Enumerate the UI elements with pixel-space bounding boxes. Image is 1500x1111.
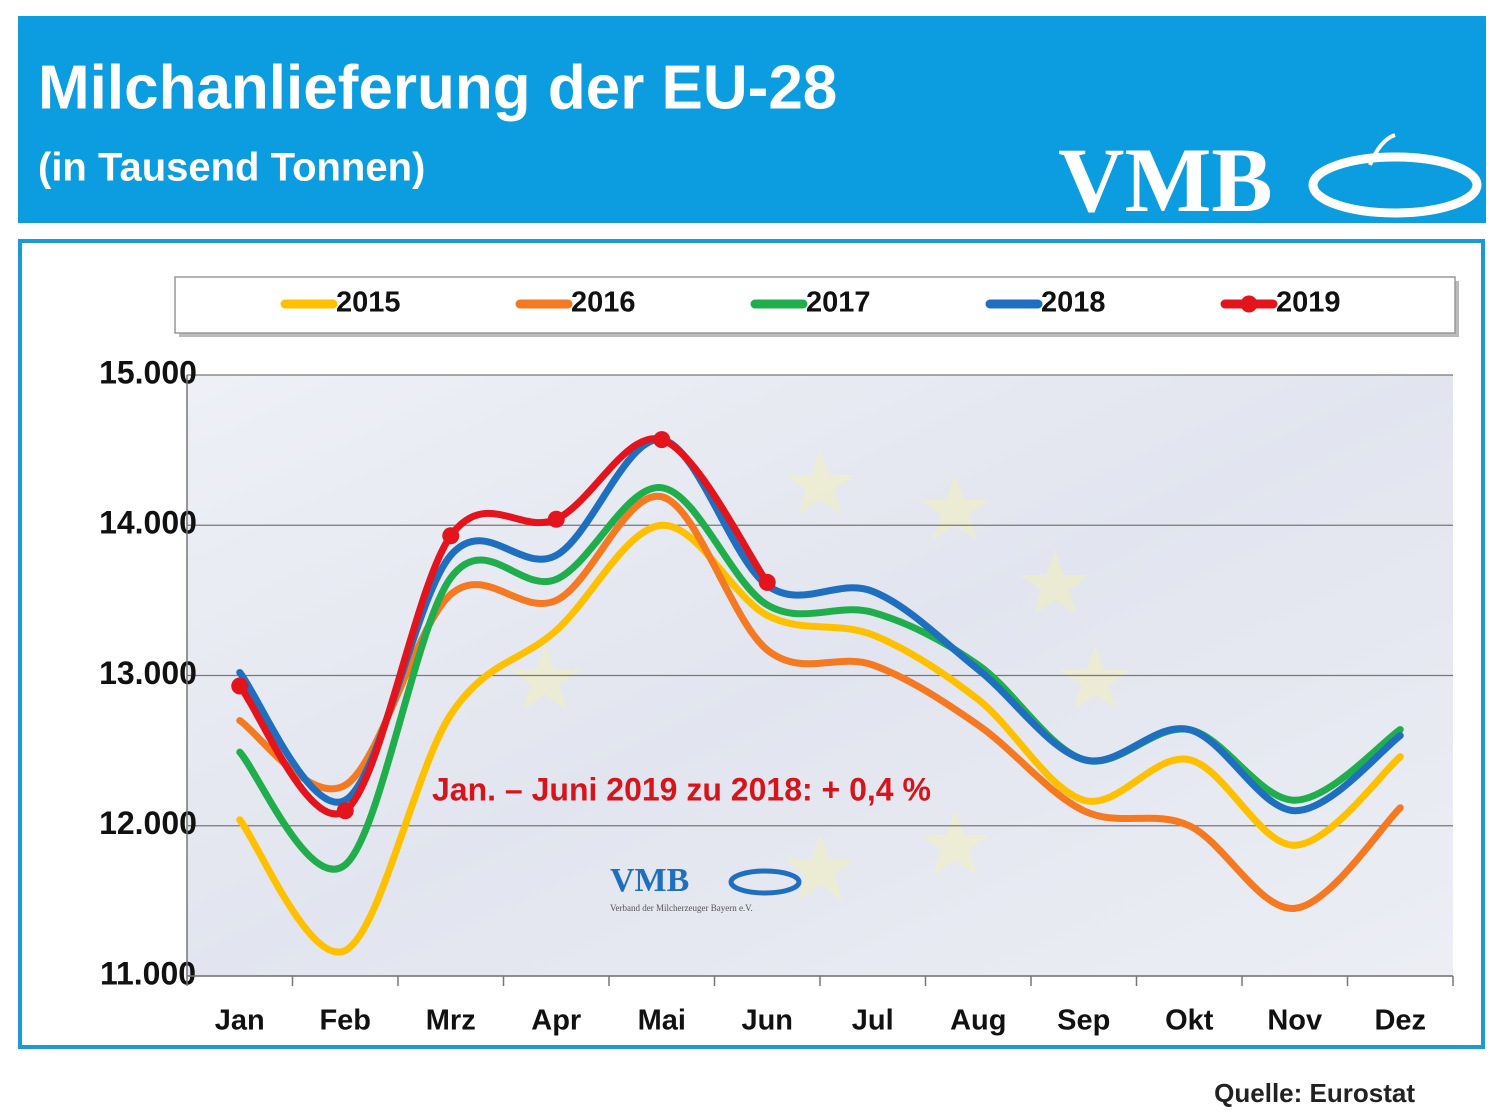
- x-tick-label: Dez: [1374, 1005, 1426, 1037]
- logo-figure: [1368, 133, 1396, 166]
- watermark-logo: VMB: [610, 862, 689, 899]
- x-tick-label: Jun: [741, 1005, 793, 1037]
- watermark-swoosh: [728, 868, 802, 896]
- series-marker: [547, 510, 565, 528]
- legend-label: 2015: [336, 287, 401, 319]
- x-tick-label: Feb: [319, 1005, 371, 1037]
- x-tick-label: Okt: [1165, 1005, 1214, 1037]
- annotation: Jan. – Juni 2019 zu 2018: + 0,4 %: [432, 771, 931, 807]
- series-line: [236, 435, 771, 818]
- chart-subtitle: (in Tausend Tonnen): [38, 146, 425, 190]
- x-tick-label: Mai: [638, 1005, 686, 1037]
- legend-label: 2017: [806, 287, 871, 319]
- x-tick-label: Sep: [1057, 1005, 1110, 1037]
- y-tick-label: 14.000: [99, 505, 197, 541]
- x-tick-label: Nov: [1267, 1005, 1322, 1037]
- legend-label: 2019: [1276, 287, 1341, 319]
- chart-title: Milchanlieferung der EU-28: [38, 53, 837, 122]
- y-tick-label: 11.000: [100, 955, 196, 991]
- watermark-tagline: Verband der Milcherzeuger Bayern e.V.: [610, 903, 753, 913]
- x-tick-label: Jan: [215, 1005, 265, 1037]
- header-band: [18, 16, 1486, 223]
- y-tick-label: 13.000: [99, 655, 197, 691]
- legend-marker: [1240, 295, 1258, 313]
- x-tick-label: Jul: [852, 1005, 894, 1037]
- y-tick-label: 15.000: [99, 354, 197, 390]
- source: Quelle: Eurostat: [1214, 1078, 1415, 1108]
- series-marker: [442, 527, 460, 545]
- series-marker: [231, 677, 249, 695]
- series-marker: [336, 802, 354, 820]
- x-tick-label: Apr: [531, 1005, 581, 1037]
- x-tick-label: Aug: [950, 1005, 1006, 1037]
- flag-stars: [510, 450, 1130, 900]
- series-marker: [758, 573, 776, 591]
- legend-label: 2016: [571, 287, 636, 319]
- series-line: [236, 521, 1404, 956]
- legend-label: 2018: [1041, 287, 1106, 319]
- x-tick-label: Mrz: [426, 1005, 476, 1037]
- logo-text: VMB: [1058, 129, 1273, 231]
- logo-swoosh: [1308, 152, 1482, 218]
- series-marker: [653, 431, 671, 449]
- y-tick-label: 12.000: [99, 805, 197, 841]
